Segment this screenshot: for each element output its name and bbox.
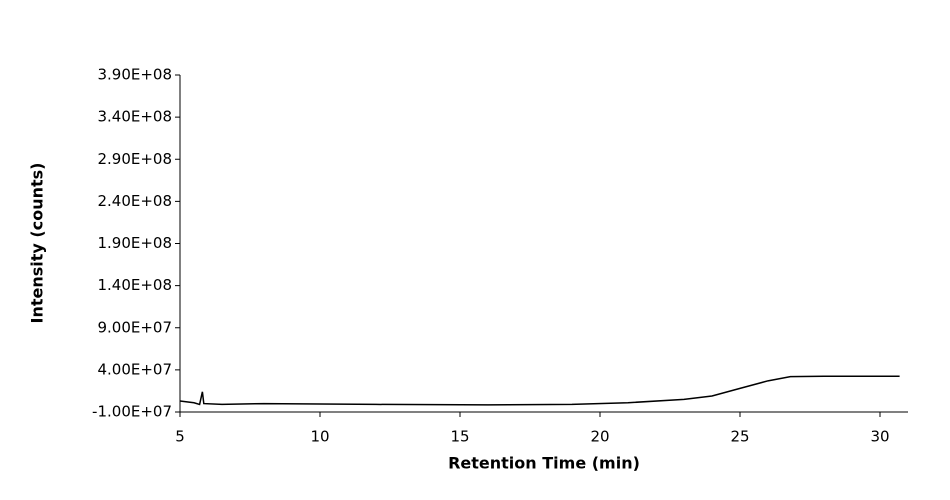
y-tick-label: -1.00E+07 bbox=[92, 403, 172, 421]
y-tick-label: 2.40E+08 bbox=[97, 192, 172, 210]
y-tick-label: 1.40E+08 bbox=[97, 276, 172, 294]
x-tick-label: 15 bbox=[450, 428, 469, 446]
x-tick-label: 30 bbox=[870, 428, 889, 446]
data-line bbox=[179, 375, 900, 406]
y-tick-label: 4.00E+07 bbox=[97, 360, 172, 378]
x-tick-label: 5 bbox=[175, 428, 185, 446]
y-tick-label: 3.40E+08 bbox=[97, 108, 172, 126]
y-axis-title: Intensity (counts) bbox=[28, 163, 47, 324]
x-tick-label: 20 bbox=[590, 428, 609, 446]
x-axis-title: Retention Time (min) bbox=[448, 454, 640, 473]
y-tick-label: 9.00E+07 bbox=[97, 318, 172, 336]
x-tick-label: 25 bbox=[730, 428, 749, 446]
y-tick-label: 1.90E+08 bbox=[97, 234, 172, 252]
y-tick-label: 3.90E+08 bbox=[97, 66, 172, 84]
y-tick-label: 2.90E+08 bbox=[97, 150, 172, 168]
x-tick-label: 10 bbox=[310, 428, 329, 446]
